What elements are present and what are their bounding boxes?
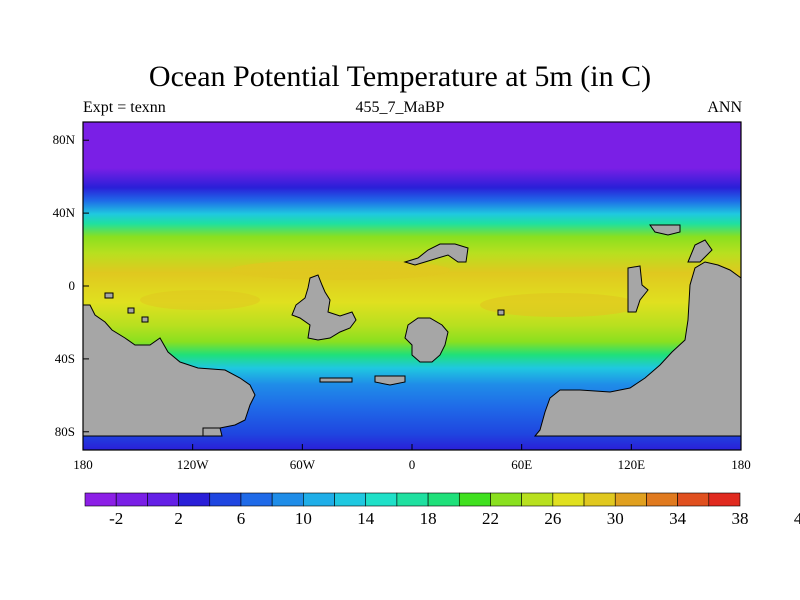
lat-tick-label: 40N <box>53 205 76 220</box>
warm-patch <box>140 290 260 310</box>
lon-tick-label: 180 <box>73 457 93 472</box>
colorbar-swatch <box>458 492 491 507</box>
colorbar-swatch <box>115 492 148 507</box>
colorbar-label: 14 <box>357 509 375 528</box>
run-label: 455_7_MaBP <box>355 99 445 116</box>
land-islet-1 <box>104 292 114 299</box>
land-ne-island <box>649 224 681 236</box>
colorbar-label: 10 <box>295 509 312 528</box>
colorbar-swatch <box>334 492 367 507</box>
land-east-peninsula <box>687 239 713 263</box>
lon-axis: 180 120W 60W 0 60E 120E 180 <box>73 444 751 472</box>
colorbar-label: 34 <box>669 509 687 528</box>
colorbar-swatch <box>240 492 273 507</box>
colorbar-swatch <box>209 492 242 507</box>
colorbar-swatch <box>427 492 460 507</box>
land-islet-4 <box>497 309 505 316</box>
colorbar-swatch <box>303 492 335 507</box>
land-central-island <box>291 274 357 341</box>
lat-tick-label: 40S <box>55 351 75 366</box>
colorbar-swatch <box>708 492 741 507</box>
lon-tick-label: 120E <box>618 457 646 472</box>
lon-tick-label: 0 <box>409 457 416 472</box>
colorbar-label: 22 <box>482 509 499 528</box>
warm-patch <box>480 293 640 317</box>
colorbar-swatch <box>84 492 117 507</box>
colorbar-label: -2 <box>109 509 123 528</box>
colorbar-swatch <box>365 492 398 507</box>
colorbar-swatch <box>614 492 647 507</box>
warm-patch <box>230 260 450 280</box>
colorbar-label: 30 <box>607 509 624 528</box>
colorbar-swatch <box>646 492 678 507</box>
colorbar-swatch <box>271 492 304 507</box>
lon-tick-label: 60W <box>290 457 316 472</box>
land-islet-3 <box>141 316 149 323</box>
lon-tick-label: 180 <box>731 457 751 472</box>
colorbar-swatch <box>583 492 616 507</box>
colorbar-swatch <box>552 492 585 507</box>
colorbar-label: 18 <box>420 509 437 528</box>
colorbar-swatch <box>178 492 211 507</box>
colorbar-swatch <box>396 492 429 507</box>
colorbar-swatch <box>147 492 179 507</box>
plot-title: Ocean Potential Temperature at 5m (in C) <box>148 60 652 93</box>
lat-tick-label: 80N <box>53 132 76 147</box>
colorbar-label: 6 <box>237 509 246 528</box>
lat-tick-label: 80S <box>55 424 75 439</box>
experiment-label: Expt = texnn <box>83 99 166 116</box>
colorbar-swatch <box>677 492 710 507</box>
land-southern-block <box>202 427 223 437</box>
colorbar-label: 42 <box>794 509 800 528</box>
land-eastern-continent <box>533 261 741 437</box>
land-south-bar-1 <box>319 377 353 383</box>
colorbar-label: 2 <box>174 509 183 528</box>
colorbar: -226101418222630343842 <box>84 492 800 528</box>
land-south-bar-2 <box>374 375 406 386</box>
lon-tick-label: 60E <box>511 457 532 472</box>
land-northern-ridge <box>403 243 469 266</box>
lat-tick-label: 0 <box>69 278 76 293</box>
colorbar-label: 26 <box>544 509 561 528</box>
land-islet-2 <box>127 307 135 314</box>
colorbar-label: 38 <box>732 509 749 528</box>
land-southern-island <box>404 317 449 363</box>
lat-axis: 80N 40N 0 40S 80S <box>53 132 89 439</box>
lon-tick-label: 120W <box>177 457 210 472</box>
season-label: ANN <box>707 99 742 116</box>
colorbar-swatch <box>490 492 522 507</box>
land-east-island <box>627 265 649 313</box>
colorbar-swatch <box>521 492 554 507</box>
